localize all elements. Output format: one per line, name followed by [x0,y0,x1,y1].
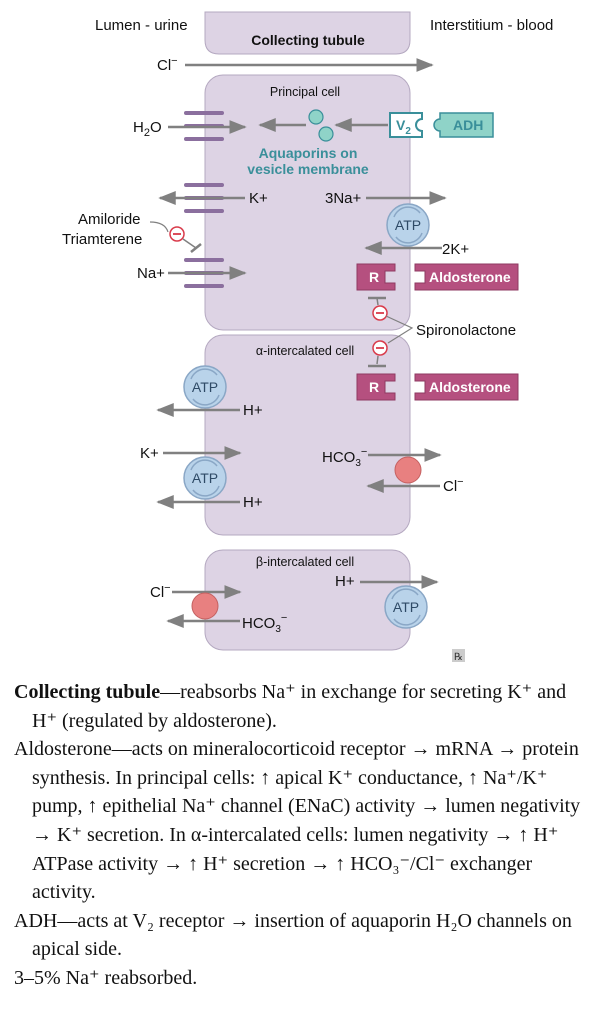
principal-cell-label: Principal cell [270,85,340,99]
na-k-atpase-icon [386,203,430,247]
caption-na-reabsorbed: 3–5% Na⁺ reabsorbed. [14,966,198,989]
caption-collecting-text: —reabsorbs Na⁺ in exchange for secreting… [32,681,567,732]
tubule-header-cell [204,11,411,55]
amiloride-pointer [149,221,169,233]
aquaporins-caption: Aquaporins on [259,145,358,161]
hco3-cl-exchanger-icon [394,456,422,484]
rx-logo-icon [452,649,465,662]
mineralocorticoid-receptor [356,263,396,291]
k-apical-label: K+ [249,190,268,207]
k2-label: 2K+ [442,241,469,258]
caption-block: Collecting tubule—reabsorbs Na⁺ in excha… [14,678,594,993]
receptor-label-alpha: R [369,379,379,395]
adh-label: ADH [453,117,483,133]
spironolactone-label: Spironolactone [416,322,516,339]
h-beta-label: H+ [335,573,355,590]
header-interstitium: Interstitium - blood [430,17,553,34]
v2-receptor [389,112,423,138]
aquaporins-caption-line2: vesicle membrane [247,161,369,177]
h-k-atpase-icon [183,456,227,500]
h-label-1: H+ [243,402,263,419]
spiro-pointer [385,315,414,344]
amiloride-block-icon [182,238,197,249]
aldosterone-box-alpha [414,373,519,401]
aquaporin-vesicle-icon [308,109,324,125]
caption-aldosterone: Aldosterone—acts on mineralocorticoid re… [14,738,581,904]
k-alpha-label: K+ [140,445,159,462]
triamterene-label: Triamterene [62,231,142,248]
aldosterone-label-alpha: Aldosterone [429,379,511,395]
hco3-alpha-label: HCO3− [322,446,367,469]
atp-label-principal: ATP [395,217,421,233]
atp-label-beta: ATP [393,599,419,615]
amiloride-label: Amiloride [78,211,141,228]
aldosterone-box [414,263,519,291]
spiro-block-stem-2 [376,355,379,365]
atp-label-alpha-1: ATP [192,379,218,395]
alpha-cell-label: α-intercalated cell [256,344,354,358]
cl-hco3-exchanger-icon [191,592,219,620]
hco3-beta-label: HCO3− [242,612,287,635]
na3-label: 3Na+ [325,190,362,207]
rx-logo-text: ℞ [454,652,463,663]
v2-label: V2 [396,117,411,137]
h-atpase-beta-icon [384,585,428,629]
amiloride-block-bar [190,243,202,253]
h-label-2: H+ [243,494,263,511]
caption-adh: ADH—acts at V₂ receptor → insertion of a… [14,909,572,961]
mineralocorticoid-receptor-alpha [356,373,396,401]
tubule-title: Collecting tubule [251,32,365,48]
aquaporin-vesicle-icon [318,126,334,142]
aldosterone-label: Aldosterone [429,269,511,285]
h2o-label: H2O [133,119,162,139]
receptor-label: R [369,269,379,285]
principal-cell [204,74,411,331]
h-atpase-icon [183,365,227,409]
cl-top-label: Cl− [157,55,178,74]
collecting-tubule-diagram: Lumen - urine Interstitium - blood Colle… [62,11,553,663]
caption-collecting-tubule: Collecting tubule—reabsorbs Na⁺ in excha… [14,678,594,735]
na-label: Na+ [137,265,165,282]
cl-alpha-label: Cl− [443,476,464,495]
beta-cell-label: β-intercalated cell [256,555,354,569]
adh-hormone [433,112,494,138]
caption-title: Collecting tubule [14,681,161,703]
atp-label-alpha-2: ATP [192,470,218,486]
spiro-block-stem [376,297,379,306]
cl-beta-label: Cl− [150,582,171,601]
header-lumen: Lumen - urine [95,17,188,34]
